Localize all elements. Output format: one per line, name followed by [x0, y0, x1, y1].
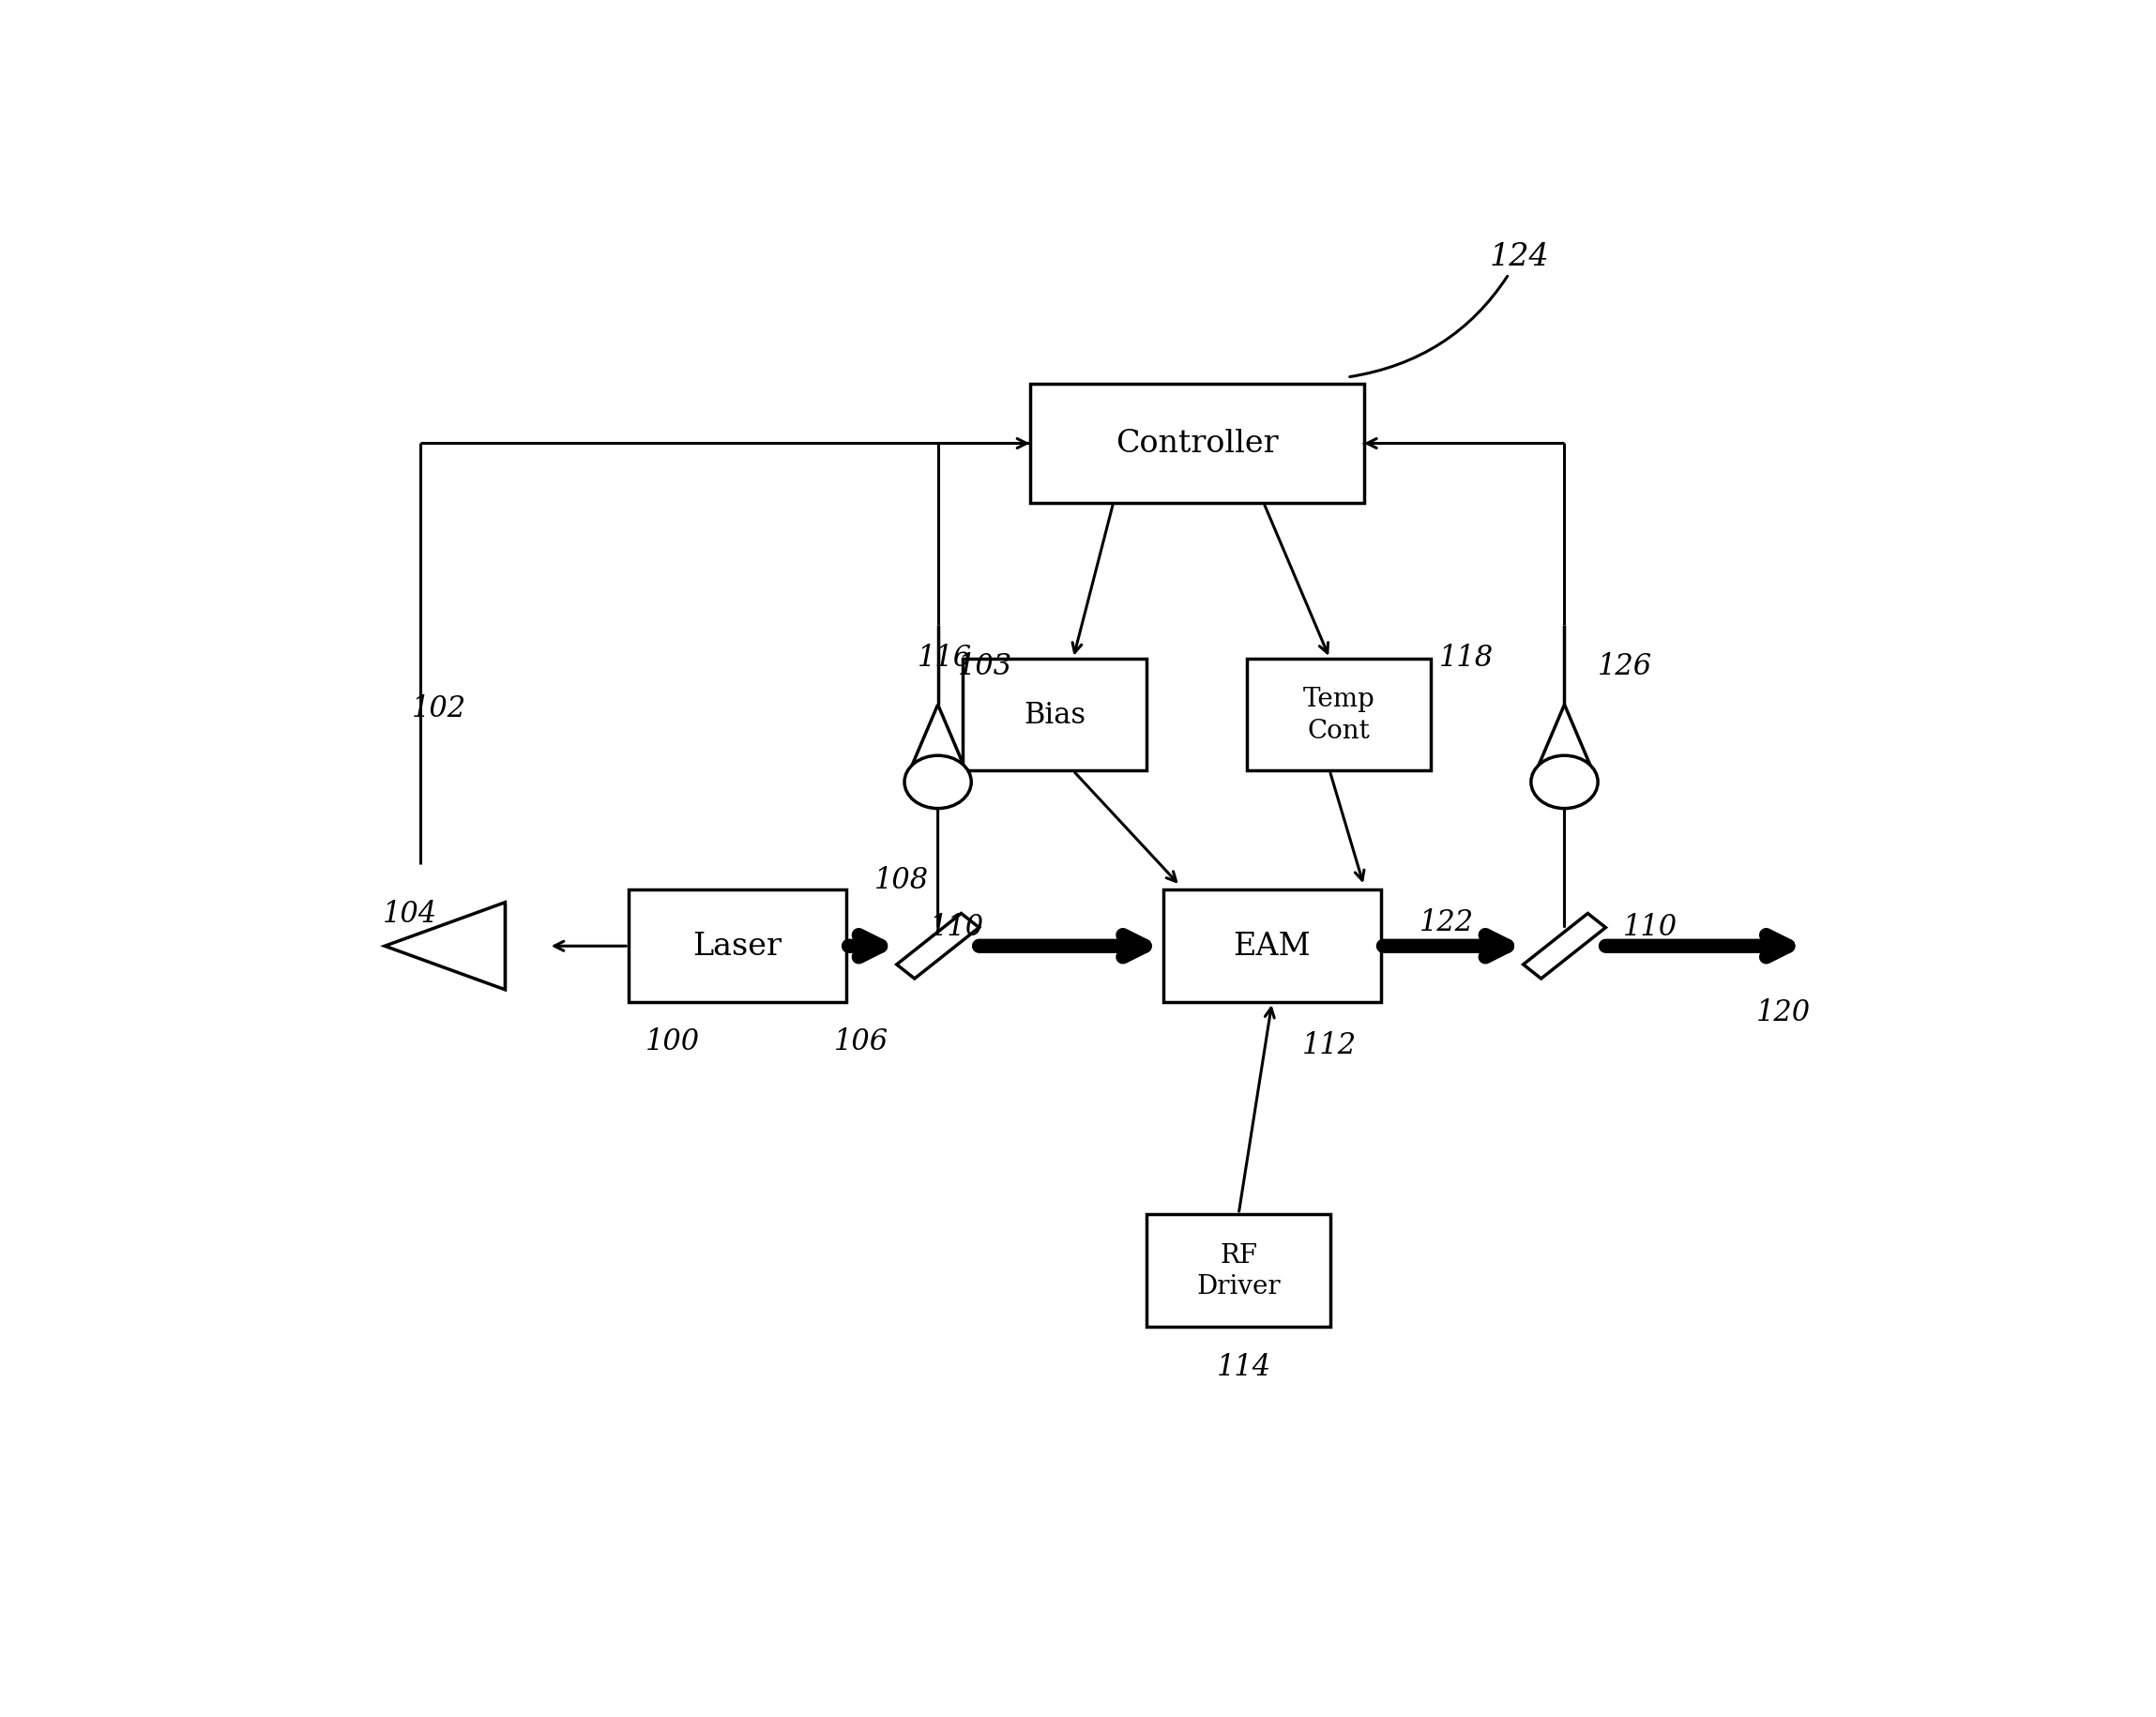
Polygon shape [384, 903, 505, 991]
Text: 122: 122 [1419, 908, 1473, 937]
Text: Temp
Cont: Temp Cont [1302, 687, 1376, 743]
Text: 124: 124 [1350, 242, 1548, 378]
Text: 108: 108 [875, 865, 929, 895]
Text: 106: 106 [834, 1027, 888, 1056]
Text: Controller: Controller [1115, 429, 1279, 458]
Bar [1164, 889, 1380, 1003]
Circle shape [906, 755, 970, 809]
Text: RF
Driver: RF Driver [1197, 1241, 1281, 1298]
Text: Laser: Laser [692, 931, 783, 962]
Bar [630, 889, 845, 1003]
Bar [964, 659, 1147, 771]
Text: 126: 126 [1598, 651, 1651, 680]
Text: 100: 100 [645, 1027, 701, 1056]
Text: 120: 120 [1757, 998, 1811, 1027]
Polygon shape [1524, 913, 1606, 979]
Text: 110: 110 [1623, 912, 1677, 941]
Text: Bias: Bias [1024, 701, 1087, 730]
Text: 104: 104 [384, 898, 438, 927]
Circle shape [1531, 755, 1598, 809]
Bar [1031, 385, 1365, 503]
Text: 114: 114 [1216, 1353, 1272, 1382]
Bar [1147, 1214, 1330, 1327]
Text: 102: 102 [412, 694, 466, 723]
Text: 118: 118 [1440, 644, 1494, 673]
Text: 110: 110 [929, 912, 983, 941]
Bar [1246, 659, 1432, 771]
Text: 112: 112 [1302, 1030, 1356, 1059]
Text: EAM: EAM [1233, 931, 1311, 962]
Text: 103: 103 [957, 651, 1013, 680]
Text: 116: 116 [918, 644, 972, 673]
Polygon shape [897, 913, 979, 979]
